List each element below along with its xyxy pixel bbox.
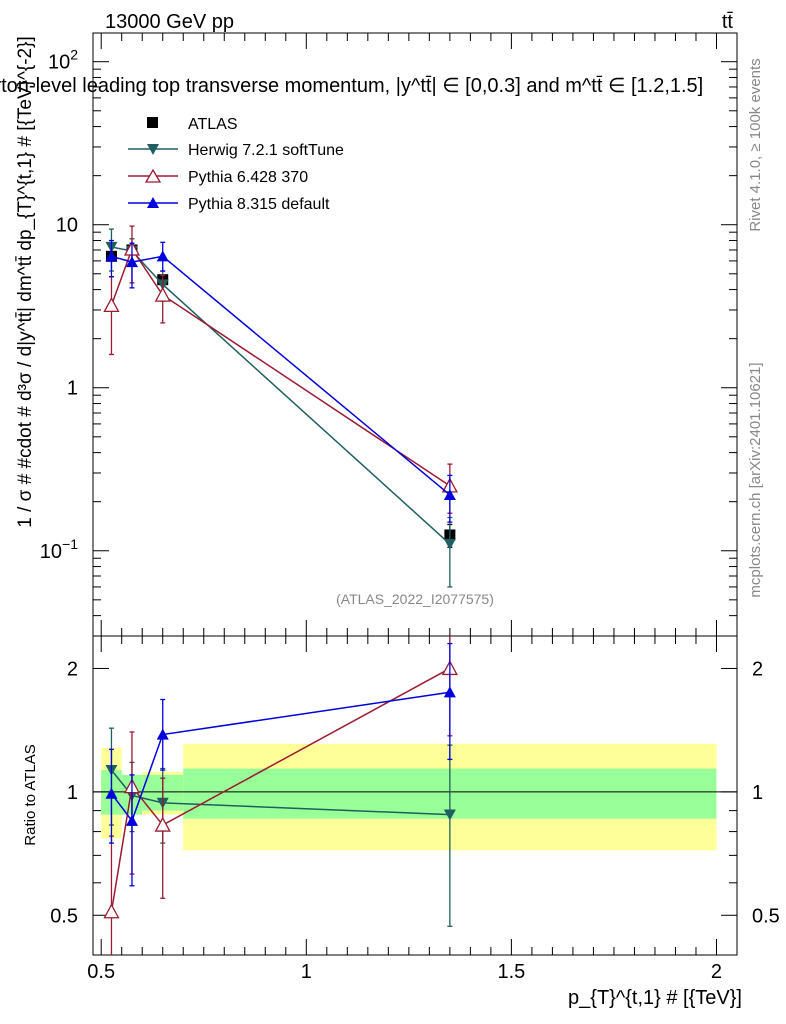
ratio-ytick-label-left-0: 0.5 bbox=[50, 905, 78, 927]
main-ytick-label-1: 10 bbox=[56, 215, 78, 237]
legend-item-herwig: Herwig 7.2.1 softTune bbox=[128, 142, 344, 159]
rivet-label: Rivet 4.1.0, ≥ 100k events bbox=[747, 58, 764, 231]
main-ytick-label-0: 102 bbox=[48, 47, 78, 74]
ratio-point-pythia-2-1 bbox=[125, 814, 138, 826]
legend-marker-herwig bbox=[147, 144, 159, 155]
main-line-herwig-1 bbox=[111, 246, 451, 545]
main-point-pythia-3-0 bbox=[105, 250, 118, 262]
main-ylabel: 1 / σ # #cdot # d³σ / d|y^tt̄| dm^tt̄ dp… bbox=[15, 36, 36, 528]
main-line-pythia-3 bbox=[111, 255, 451, 496]
main-series-pythia-2 bbox=[103, 225, 458, 514]
ratio-xlabel: p_{T}^{t,1} # [{TeV}] bbox=[568, 987, 742, 1009]
ratio-point-herwig-0-3 bbox=[443, 809, 456, 821]
xtick-label-0: 0.5 bbox=[87, 961, 115, 983]
ratio-ytick-label-right-2: 2 bbox=[752, 658, 763, 680]
legend: ATLAS Herwig 7.2.1 softTune Pythia 6.428… bbox=[128, 116, 344, 213]
main-line-pythia-2 bbox=[110, 247, 451, 487]
xtick-label-1: 1 bbox=[301, 961, 312, 983]
legend-label-herwig: Herwig 7.2.1 softTune bbox=[188, 142, 344, 159]
legend-item-pythia8: Pythia 8.315 default bbox=[128, 196, 330, 213]
mcplots-label: mcplots.cern.ch [arXiv:2401.10621] bbox=[747, 362, 764, 597]
legend-label-atlas: ATLAS bbox=[188, 116, 238, 133]
ratio-line-herwig-0 bbox=[110, 769, 450, 816]
ratio-uncertainty-bands bbox=[101, 743, 717, 851]
main-point-pythia-3-2 bbox=[156, 250, 169, 262]
legend-marker-pythia8 bbox=[147, 197, 159, 208]
ratio-ytick-label-right-1: 1 bbox=[752, 782, 763, 804]
main-point-herwig-1-3 bbox=[443, 538, 456, 550]
main-point-pythia-2-2 bbox=[154, 286, 171, 302]
ratio-ytick-label-left-2: 2 bbox=[67, 658, 78, 680]
ratio-ylabel: Ratio to ATLAS bbox=[22, 744, 39, 845]
main-series-pythia-3 bbox=[105, 239, 456, 523]
legend-marker-pythia6 bbox=[144, 168, 162, 183]
main-point-pythia-3-3 bbox=[443, 488, 456, 501]
axis-ticks: 102 10 1 10−1 0.5 0.5 1 1 2 2 0.5 1 1.5 2 bbox=[40, 33, 780, 983]
main-point-pythia-3-1 bbox=[125, 256, 138, 268]
legend-label-pythia8: Pythia 8.315 default bbox=[188, 196, 330, 213]
ratio-line-pythia-2 bbox=[110, 691, 450, 823]
main-point-pythia-2-0 bbox=[103, 297, 120, 313]
xtick-label-2: 1.5 bbox=[497, 961, 525, 983]
ratio-series-pythia-2 bbox=[105, 642, 456, 887]
ratio-line-pythia-1 bbox=[110, 667, 451, 912]
ratio-ytick-label-left-1: 1 bbox=[67, 782, 78, 804]
ratio-point-pythia-2-2 bbox=[156, 728, 169, 740]
energy-label: 13000 GeV pp bbox=[105, 11, 234, 33]
main-series bbox=[103, 225, 458, 588]
analysis-label: (ATLAS_2022_I2077575) bbox=[336, 591, 494, 607]
legend-item-pythia6: Pythia 6.428 370 bbox=[128, 168, 308, 186]
ratio-point-pythia-2-0 bbox=[105, 787, 118, 799]
legend-item-atlas: ATLAS bbox=[147, 116, 238, 133]
process-label: tt̄ bbox=[722, 11, 734, 33]
ratio-ytick-label-right-0: 0.5 bbox=[752, 905, 780, 927]
legend-label-pythia6: Pythia 6.428 370 bbox=[188, 169, 308, 186]
xtick-label-3: 2 bbox=[711, 961, 722, 983]
plot-title: Parton-level leading top transverse mome… bbox=[0, 75, 703, 97]
ratio-series bbox=[103, 636, 458, 955]
ratio-point-pythia-1-2 bbox=[154, 816, 171, 832]
legend-marker-atlas bbox=[147, 117, 158, 128]
main-ytick-label-2: 1 bbox=[67, 378, 78, 400]
main-ytick-label-3: 10−1 bbox=[40, 536, 78, 563]
ratio-frame bbox=[92, 635, 738, 956]
ratio-point-pythia-1-0 bbox=[103, 903, 120, 919]
ratio-point-pythia-2-3 bbox=[443, 686, 456, 698]
